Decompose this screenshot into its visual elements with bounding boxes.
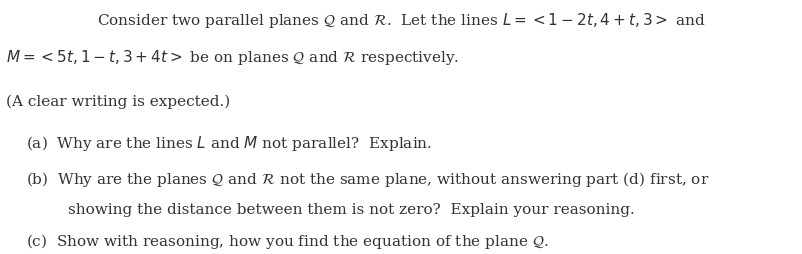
Text: (A clear writing is expected.): (A clear writing is expected.) <box>6 94 230 108</box>
Text: Consider two parallel planes $\mathcal{Q}$ and $\mathcal{R}$.  Let the lines $L : Consider two parallel planes $\mathcal{Q… <box>97 11 705 30</box>
Text: (b)  Why are the planes $\mathcal{Q}$ and $\mathcal{R}$ not the same plane, with: (b) Why are the planes $\mathcal{Q}$ and… <box>26 169 708 188</box>
Text: (c)  Show with reasoning, how you find the equation of the plane $\mathcal{Q}$.: (c) Show with reasoning, how you find th… <box>26 231 548 250</box>
Text: (a)  Why are the lines $L$ and $M$ not parallel?  Explain.: (a) Why are the lines $L$ and $M$ not pa… <box>26 133 431 152</box>
Text: $M =<5t, 1-t, 3+4t>$ be on planes $\mathcal{Q}$ and $\mathcal{R}$ respectively.: $M =<5t, 1-t, 3+4t>$ be on planes $\math… <box>6 48 460 67</box>
Text: showing the distance between them is not zero?  Explain your reasoning.: showing the distance between them is not… <box>68 202 634 216</box>
